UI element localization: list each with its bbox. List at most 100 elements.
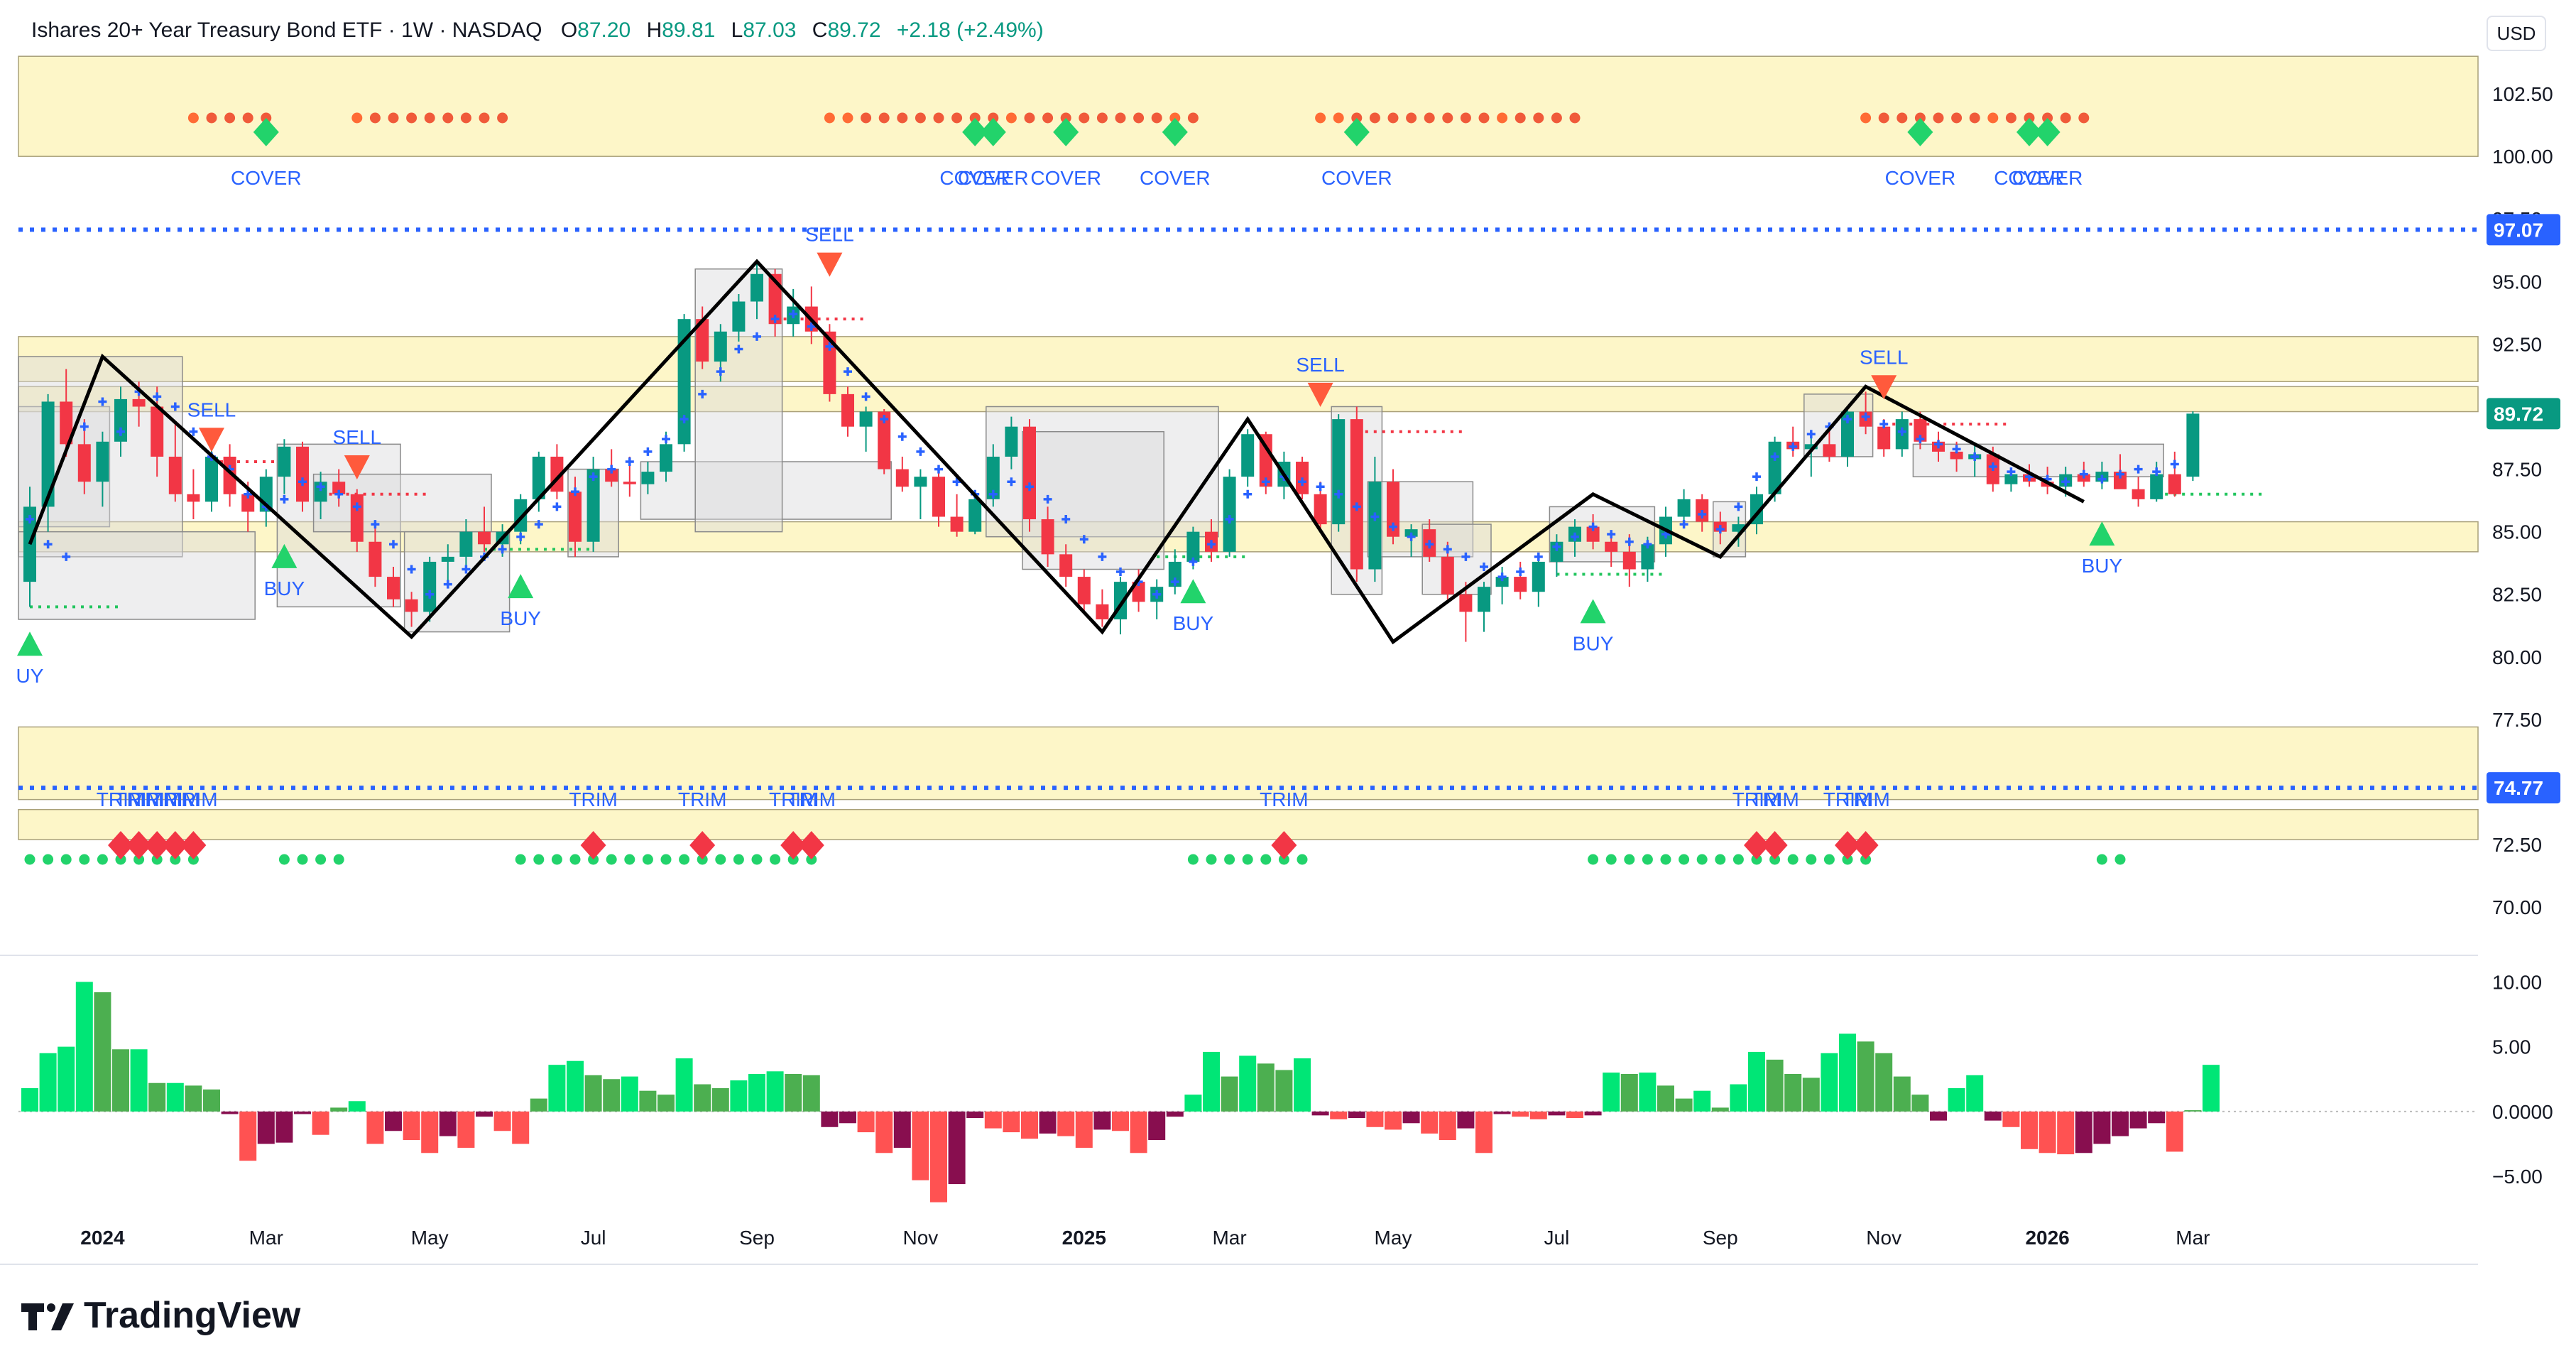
buy-marker-8 [1580, 599, 1606, 624]
trim-diamond-7 [780, 831, 807, 859]
candle-body [895, 469, 909, 487]
top-dot [1079, 112, 1090, 124]
top-dot [1024, 112, 1035, 124]
bottom-dot [1242, 854, 1253, 865]
trend-cross [607, 465, 616, 474]
candle-body [1314, 494, 1327, 525]
candle-body [841, 393, 854, 427]
histogram-bar [1802, 1077, 1820, 1112]
sell-label-1: SELL [187, 398, 236, 420]
histogram-bar [530, 1098, 547, 1112]
bottom-dot [278, 854, 290, 865]
candle-body [623, 482, 636, 484]
trend-cross [462, 565, 471, 574]
histogram-bar [748, 1073, 765, 1112]
histogram-bar [1584, 1111, 1602, 1116]
histogram-bar [621, 1076, 638, 1112]
trend-cross [1116, 568, 1125, 577]
time-tick-4: Sep [739, 1227, 775, 1249]
histogram-bar [203, 1089, 220, 1112]
bottom-dot [660, 854, 672, 865]
histogram-bar [2021, 1111, 2038, 1149]
candle-body [1641, 544, 1654, 570]
candle-body [751, 273, 763, 302]
candle-body [478, 531, 491, 545]
time-tick-10: Sep [1703, 1227, 1738, 1249]
price-tick-0: 102.50 [2492, 83, 2553, 105]
buy-label-4: BUY [500, 607, 541, 629]
top-dot [2078, 112, 2090, 124]
zone-1 [18, 336, 2479, 383]
candle-body [1804, 444, 1818, 450]
top-dot [1569, 112, 1581, 124]
trend-cross [1789, 442, 1798, 451]
bottom-dot [1696, 854, 1708, 865]
candle-body [2186, 413, 2200, 477]
histogram-bar [1203, 1051, 1220, 1112]
trend-cross [880, 415, 889, 424]
bottom-dot [1732, 854, 1744, 865]
histogram-bar [1675, 1098, 1693, 1112]
histogram-bar [839, 1111, 856, 1124]
trend-cross [680, 415, 689, 424]
trim-diamond-0 [108, 831, 133, 859]
candle-body [986, 456, 1000, 499]
top-dot [1005, 112, 1017, 124]
bottom-dot [333, 854, 344, 865]
histogram-bar [1239, 1055, 1257, 1112]
histogram-bar [130, 1049, 148, 1112]
tradingview-logo[interactable]: TradingView [20, 1294, 300, 1337]
trend-cross [116, 427, 125, 436]
bottom-dot [1679, 854, 1690, 865]
level-low-badge-label: 74.77 [2494, 777, 2543, 799]
trend-cross [516, 532, 525, 541]
candle-body [1350, 419, 1363, 570]
time-tick-9: Jul [1544, 1227, 1570, 1249]
price-tick-13: 70.00 [2492, 896, 2542, 918]
histogram-bar [512, 1111, 530, 1144]
candle-body [677, 319, 691, 445]
cover-label-2: COVER [958, 167, 1029, 189]
zone-0 [18, 55, 2479, 157]
bottom-dot [551, 854, 562, 865]
top-dot [861, 112, 872, 124]
cover-label-1: COVER [939, 167, 1010, 189]
histogram-bar [1984, 1111, 2002, 1121]
histogram-bar [1911, 1095, 1929, 1112]
trim-diamond-12 [1835, 831, 1860, 859]
histogram-bar [1221, 1076, 1238, 1112]
top-dot [479, 112, 490, 124]
trend-cross [1806, 430, 1816, 439]
top-dot [442, 112, 454, 124]
bottom-dot [642, 854, 653, 865]
bottom-dot [1224, 854, 1235, 865]
histogram-bar [1857, 1041, 1874, 1112]
candle-body [859, 411, 873, 427]
trend-cross [934, 465, 943, 474]
last-price-badge [2487, 398, 2560, 430]
trend-cross [1389, 522, 1397, 531]
trend-cross [407, 565, 416, 574]
top-dot [351, 112, 363, 124]
top-dot [1442, 112, 1453, 124]
trend-cross [1607, 530, 1616, 539]
trend-cross [1079, 535, 1088, 544]
trim-label-4: TRIM [169, 788, 217, 810]
symbol-title[interactable]: Ishares 20+ Year Treasury Bond ETF · 1W … [31, 18, 542, 42]
candle-body [168, 456, 182, 494]
oscillator-tick-3: −5.00 [2492, 1166, 2543, 1188]
brand-name: TradingView [84, 1295, 301, 1336]
bottom-dot [715, 854, 726, 865]
top-dot [224, 112, 236, 124]
candle-body [1478, 587, 1490, 612]
top-dot [1133, 112, 1145, 124]
top-dot [1987, 112, 1999, 124]
currency-button[interactable]: USD [2487, 16, 2546, 51]
trend-cross [1934, 440, 1943, 449]
histogram-bar [1784, 1073, 1802, 1112]
buy-label-6: BUY [1173, 612, 1214, 634]
trim-diamond-10 [1744, 831, 1769, 859]
trend-cross [2061, 477, 2070, 487]
histogram-bar [1457, 1111, 1475, 1129]
buy-label-8: BUY [1573, 632, 1614, 654]
